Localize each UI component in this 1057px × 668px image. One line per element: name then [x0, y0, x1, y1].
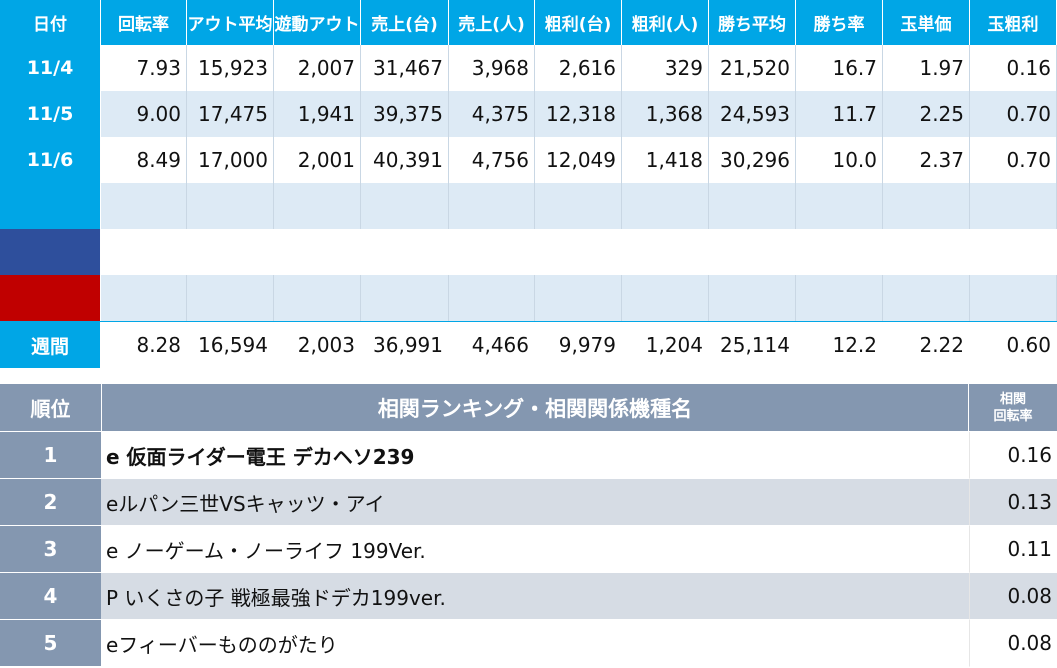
correlation-value: 0.11: [969, 526, 1057, 573]
correlation-value: 0.16: [969, 432, 1057, 479]
correlation-value: 0.08: [969, 573, 1057, 620]
cell-value: 1.97: [883, 45, 970, 91]
correlation-ranking-table: 順位 相関ランキング・相関関係機種名 相関 回転率 1 e 仮面ライダー電王 デ…: [0, 384, 1057, 667]
header-ball-profit: 玉粗利: [970, 0, 1057, 45]
cell-value: 8.28: [101, 322, 187, 368]
correlation-value: 0.13: [969, 479, 1057, 526]
cell-value: 0.60: [970, 322, 1057, 368]
empty-date-cell: [0, 183, 101, 229]
cell-value: 2.22: [883, 322, 970, 368]
cell-value: 3,968: [449, 45, 535, 91]
cell-value: 1,368: [622, 91, 709, 137]
cell-value: 1,418: [622, 137, 709, 183]
cell-value: 10.0: [796, 137, 883, 183]
cell-value: 9,979: [535, 322, 622, 368]
header-profit-machine: 粗利(台): [535, 0, 622, 45]
table-row: 11/5 9.00 17,475 1,941 39,375 4,375 12,3…: [0, 91, 1057, 137]
rank-number: 2: [0, 479, 101, 526]
header-win-rate: 勝ち率: [796, 0, 883, 45]
cell-value: 0.70: [970, 91, 1057, 137]
empty-date-cell: [0, 229, 101, 275]
cell-value: 329: [622, 45, 709, 91]
header-out-average: アウト平均: [187, 0, 274, 45]
stats-header-row: 日付 回転率 アウト平均 遊動アウト 売上(台) 売上(人) 粗利(台) 粗利(…: [0, 0, 1057, 45]
ranking-row: 2 eルパン三世VSキャッツ・アイ 0.13: [0, 479, 1057, 526]
header-value-line1: 相関: [999, 391, 1026, 407]
cell-value: 12,318: [535, 91, 622, 137]
machine-name: e 仮面ライダー電王 デカヘソ239: [101, 432, 969, 479]
header-sales-machine: 売上(台): [361, 0, 449, 45]
header-rank: 順位: [0, 384, 101, 432]
machine-name: eルパン三世VSキャッツ・アイ: [101, 479, 969, 526]
machine-name: e ノーゲーム・ノーライフ 199Ver.: [101, 526, 969, 573]
cell-value: 39,375: [361, 91, 449, 137]
cell-value: 4,466: [449, 322, 535, 368]
machine-name: P いくさの子 戦極最強ドデカ199ver.: [101, 573, 969, 620]
cell-value: 40,391: [361, 137, 449, 183]
ranking-row: 5 eフィーバーもののがたり 0.08: [0, 620, 1057, 667]
header-play-out: 遊動アウト: [274, 0, 361, 45]
row-date: 11/5: [0, 91, 101, 137]
header-ranking-title: 相関ランキング・相関関係機種名: [101, 384, 969, 432]
cell-value: 2.25: [883, 91, 970, 137]
ranking-row: 1 e 仮面ライダー電王 デカヘソ239 0.16: [0, 432, 1057, 479]
cell-value: 2,001: [274, 137, 361, 183]
header-profit-person: 粗利(人): [622, 0, 709, 45]
cell-value: 12,049: [535, 137, 622, 183]
row-date: 11/6: [0, 137, 101, 183]
rank-number: 5: [0, 620, 101, 667]
empty-row: [0, 183, 1057, 229]
ranking-header-row: 順位 相関ランキング・相関関係機種名 相関 回転率: [0, 384, 1057, 432]
header-sales-person: 売上(人): [449, 0, 535, 45]
cell-value: 24,593: [709, 91, 796, 137]
cell-value: 31,467: [361, 45, 449, 91]
table-row: 11/6 8.49 17,000 2,001 40,391 4,756 12,0…: [0, 137, 1057, 183]
rank-number: 1: [0, 432, 101, 479]
cell-value: 4,375: [449, 91, 535, 137]
cell-value: 0.16: [970, 45, 1057, 91]
header-value-line2: 回転率: [993, 408, 1033, 424]
weekly-row: 週間 8.28 16,594 2,003 36,991 4,466 9,979 …: [0, 321, 1057, 368]
cell-value: 7.93: [101, 45, 187, 91]
cell-value: 15,923: [187, 45, 274, 91]
cell-value: 1,204: [622, 322, 709, 368]
header-win-average: 勝ち平均: [709, 0, 796, 45]
empty-row: [0, 275, 1057, 321]
cell-value: 2,616: [535, 45, 622, 91]
empty-row: [0, 229, 1057, 275]
cell-value: 16,594: [187, 322, 274, 368]
cell-value: 21,520: [709, 45, 796, 91]
cell-value: 12.2: [796, 322, 883, 368]
rank-number: 4: [0, 573, 101, 620]
cell-value: 8.49: [101, 137, 187, 183]
cell-value: 2.37: [883, 137, 970, 183]
row-date: 11/4: [0, 45, 101, 91]
rank-number: 3: [0, 526, 101, 573]
header-rotation-rate: 回転率: [101, 0, 187, 45]
header-date: 日付: [0, 0, 101, 45]
cell-value: 9.00: [101, 91, 187, 137]
ranking-row: 4 P いくさの子 戦極最強ドデカ199ver. 0.08: [0, 573, 1057, 620]
cell-value: 36,991: [361, 322, 449, 368]
ranking-row: 3 e ノーゲーム・ノーライフ 199Ver. 0.11: [0, 526, 1057, 573]
cell-value: 30,296: [709, 137, 796, 183]
cell-value: 17,475: [187, 91, 274, 137]
cell-value: 2,003: [274, 322, 361, 368]
weekly-label: 週間: [0, 322, 101, 368]
cell-value: 2,007: [274, 45, 361, 91]
header-correlation-rotation: 相関 回転率: [969, 384, 1057, 432]
correlation-value: 0.08: [969, 620, 1057, 667]
cell-value: 4,756: [449, 137, 535, 183]
empty-date-cell: [0, 275, 101, 321]
cell-value: 0.70: [970, 137, 1057, 183]
machine-name: eフィーバーもののがたり: [101, 620, 969, 667]
cell-value: 25,114: [709, 322, 796, 368]
cell-value: 17,000: [187, 137, 274, 183]
cell-value: 11.7: [796, 91, 883, 137]
daily-stats-table: 日付 回転率 アウト平均 遊動アウト 売上(台) 売上(人) 粗利(台) 粗利(…: [0, 0, 1057, 368]
cell-value: 1,941: [274, 91, 361, 137]
cell-value: 16.7: [796, 45, 883, 91]
header-ball-unit-price: 玉単価: [883, 0, 970, 45]
table-row: 11/4 7.93 15,923 2,007 31,467 3,968 2,61…: [0, 45, 1057, 91]
